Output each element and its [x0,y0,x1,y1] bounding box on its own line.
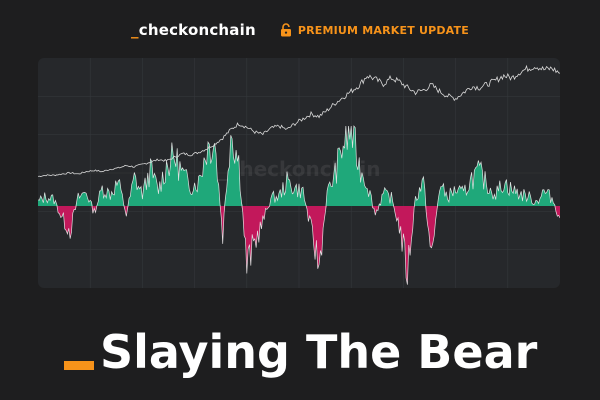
lock-icon [280,23,291,37]
oscillator-line [38,125,560,285]
chart-panel: _checkonchain [38,58,560,288]
title-accent-bar [64,361,94,370]
brand-logo[interactable]: _checkonchain [131,21,256,39]
title-row: Slaying The Bear [64,312,537,382]
premium-badge: PREMIUM MARKET UPDATE [280,23,469,37]
positive-area [38,126,560,206]
chart: _checkonchain [38,58,560,288]
brand-name: checkonchain [138,21,256,39]
premium-label: PREMIUM MARKET UPDATE [297,23,469,37]
negative-area [38,206,560,285]
page-title: Slaying The Bear [100,325,538,379]
header: _checkonchain PREMIUM MARKET UPDATE [0,16,600,44]
price-line [38,64,560,177]
brand-underscore: _ [131,21,139,39]
